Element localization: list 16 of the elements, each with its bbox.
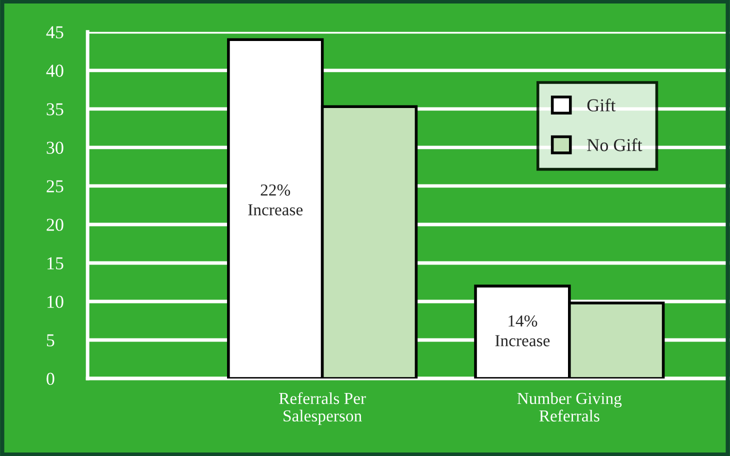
y-tick-label: 40 <box>46 64 64 77</box>
y-tick-label: 10 <box>48 296 64 308</box>
y-tick-label: 15 <box>48 257 64 270</box>
y-tick-label: 20 <box>46 218 64 231</box>
annotation: 22% Increase <box>248 184 303 216</box>
y-tick-label: 30 <box>46 142 64 154</box>
y-tick-label: 25 <box>46 180 64 192</box>
x-tick-label: Number Giving Referrals <box>517 392 622 422</box>
y-tick-label: 5 <box>46 334 54 346</box>
x-tick-label: Referrals Per Salesperson <box>279 392 366 425</box>
legend-label: Gift <box>587 98 616 112</box>
annotation: 14% Increase <box>495 315 550 346</box>
y-tick-label: 0 <box>46 372 54 385</box>
legend-label: No Gift <box>587 138 642 152</box>
y-tick-label: 35 <box>46 103 64 116</box>
y-tick-label: 45 <box>46 26 64 38</box>
